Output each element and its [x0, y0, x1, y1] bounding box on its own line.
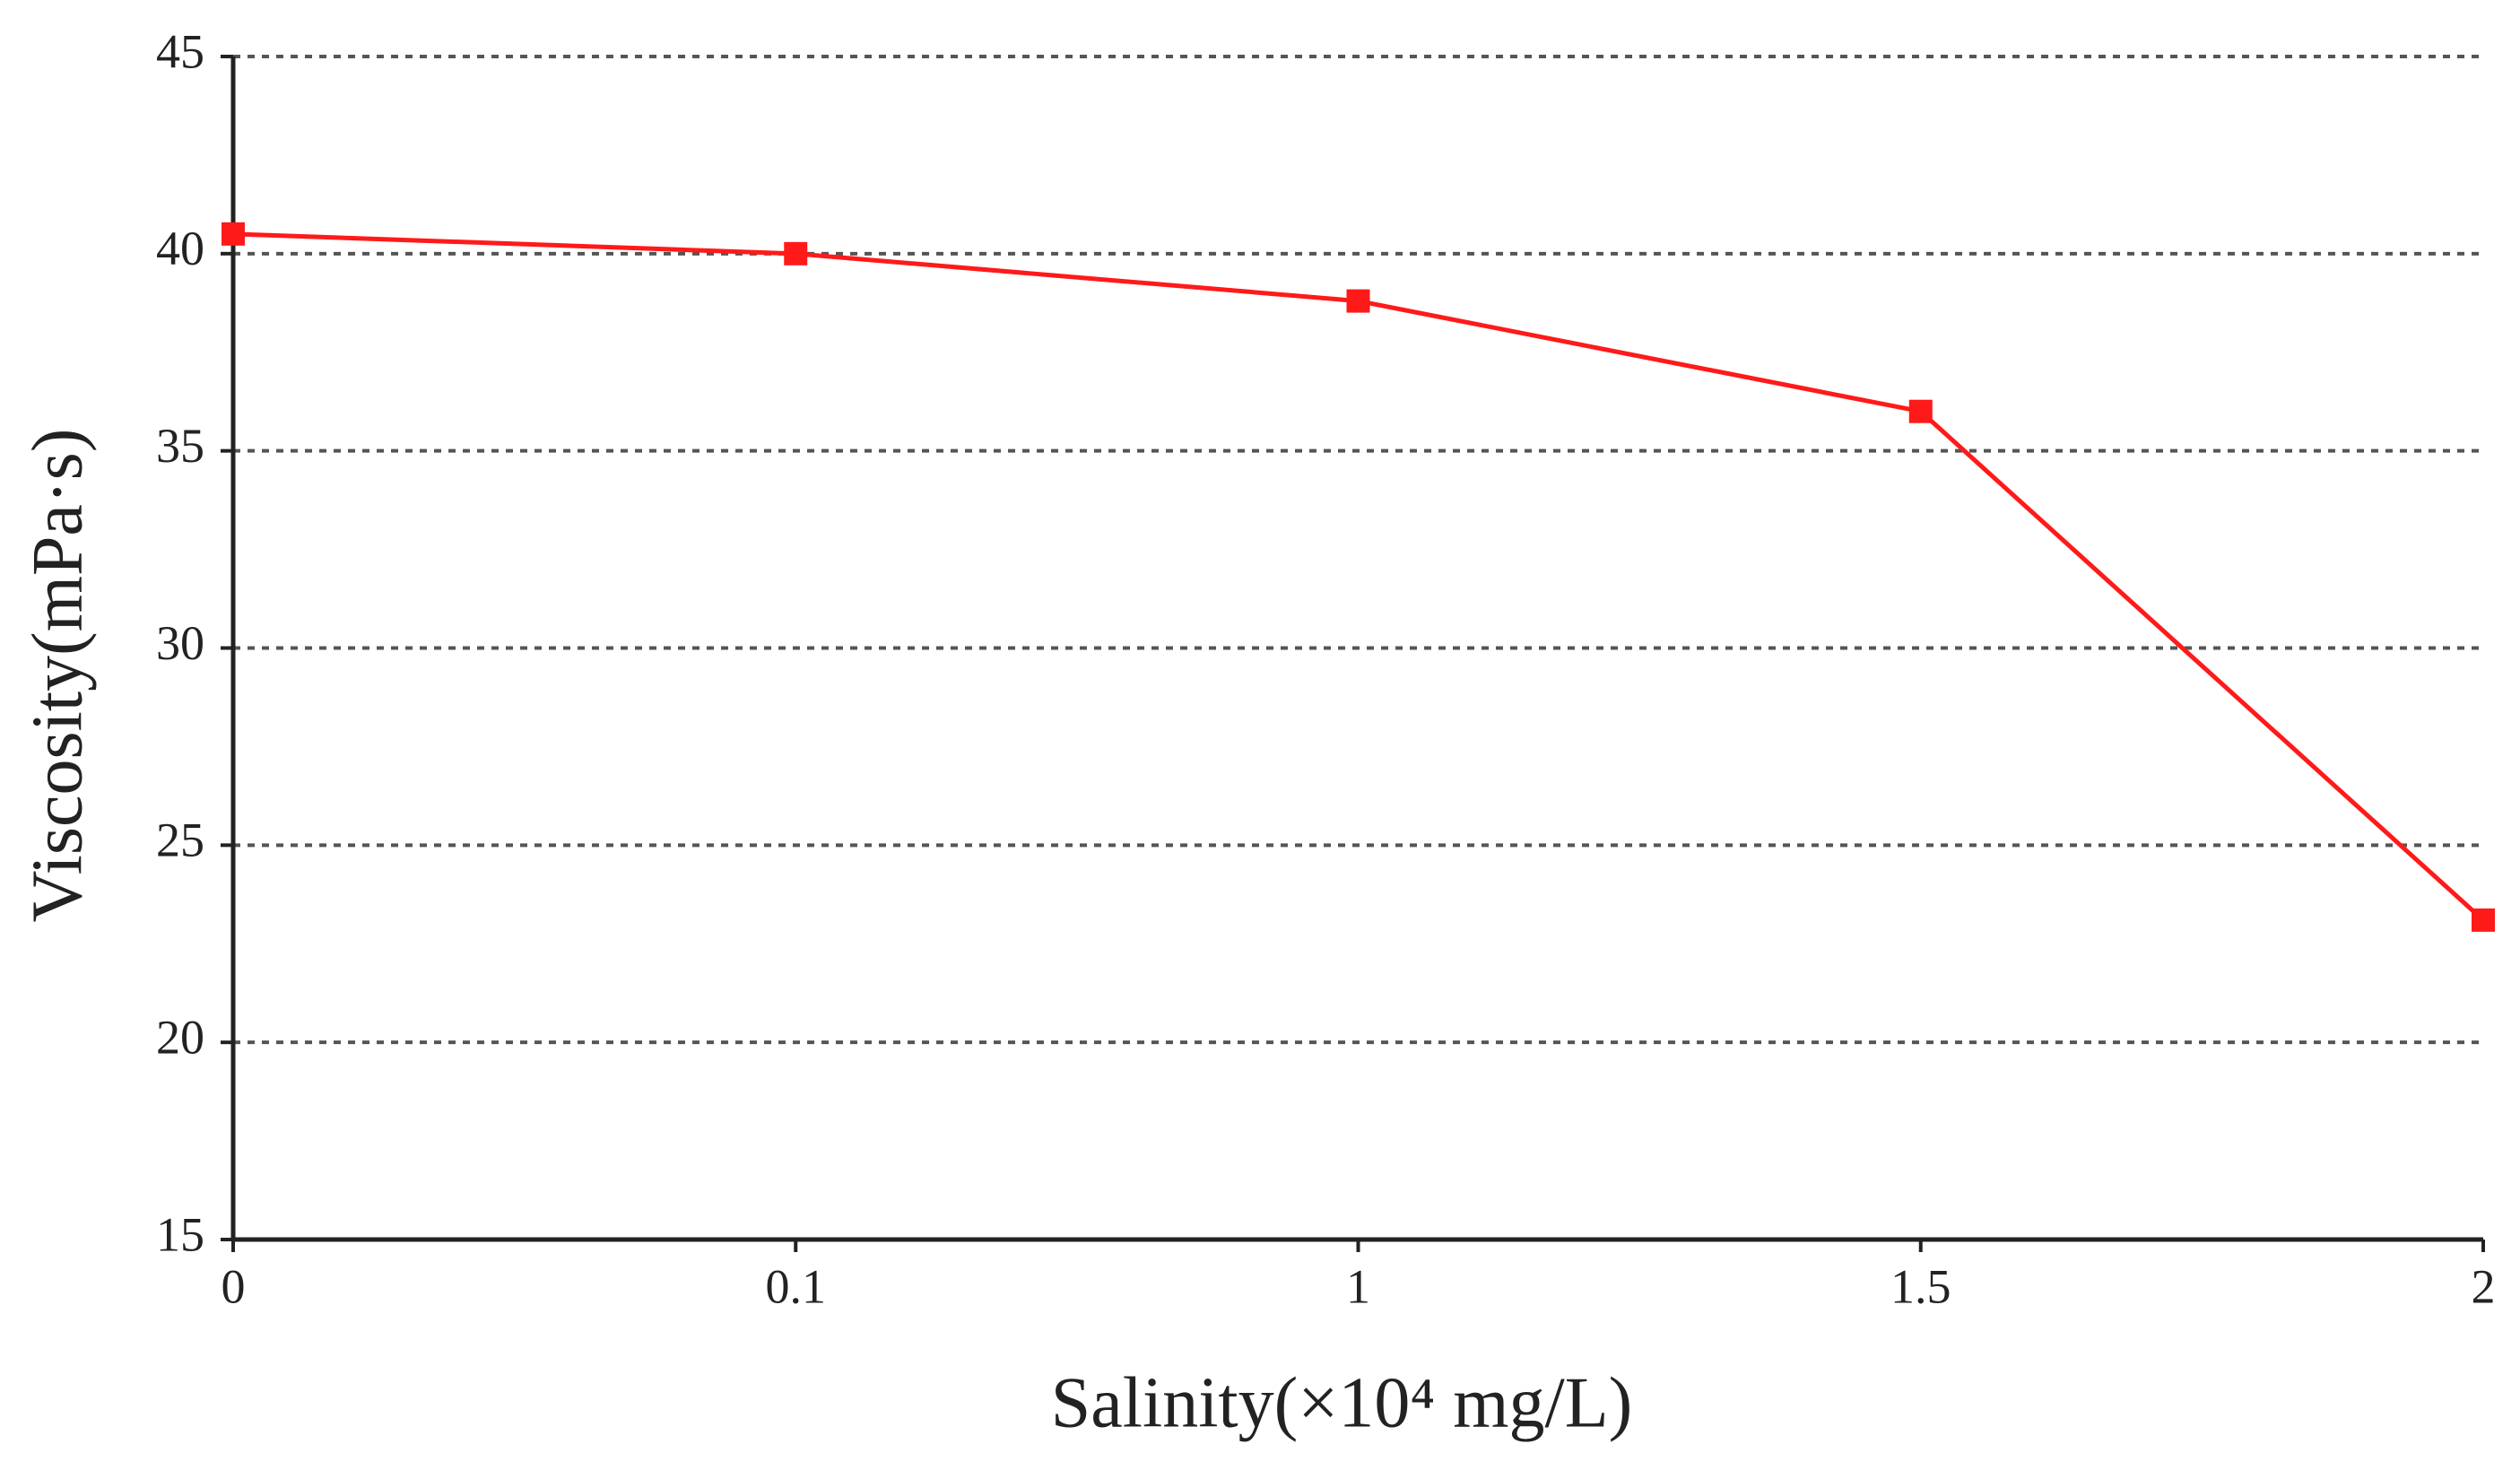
y-tick-label: 25: [156, 813, 204, 867]
x-tick-label: 2: [2472, 1259, 2496, 1313]
y-tick-label: 40: [156, 222, 204, 275]
x-tick-label: 0: [222, 1259, 246, 1313]
data-point: [222, 222, 245, 246]
data-point: [1908, 399, 1933, 423]
data-point: [2472, 908, 2495, 932]
x-axis-title: Salinity(×10⁴ mg/L): [1051, 1363, 1633, 1442]
x-tick-label: 0.1: [766, 1259, 827, 1313]
y-tick-label: 35: [156, 419, 204, 473]
y-tick-label: 15: [156, 1207, 204, 1261]
data-point: [1346, 289, 1370, 313]
x-tick-label: 1: [1346, 1259, 1370, 1313]
y-tick-label: 30: [156, 616, 204, 670]
y-axis-title: Viscosity(mPa·s): [18, 429, 97, 923]
data-line: [232, 231, 2485, 922]
x-tick-label: 1.5: [1890, 1259, 1951, 1313]
data-point: [784, 241, 808, 265]
y-tick-label: 45: [156, 24, 204, 78]
y-tick-label: 20: [156, 1011, 204, 1065]
